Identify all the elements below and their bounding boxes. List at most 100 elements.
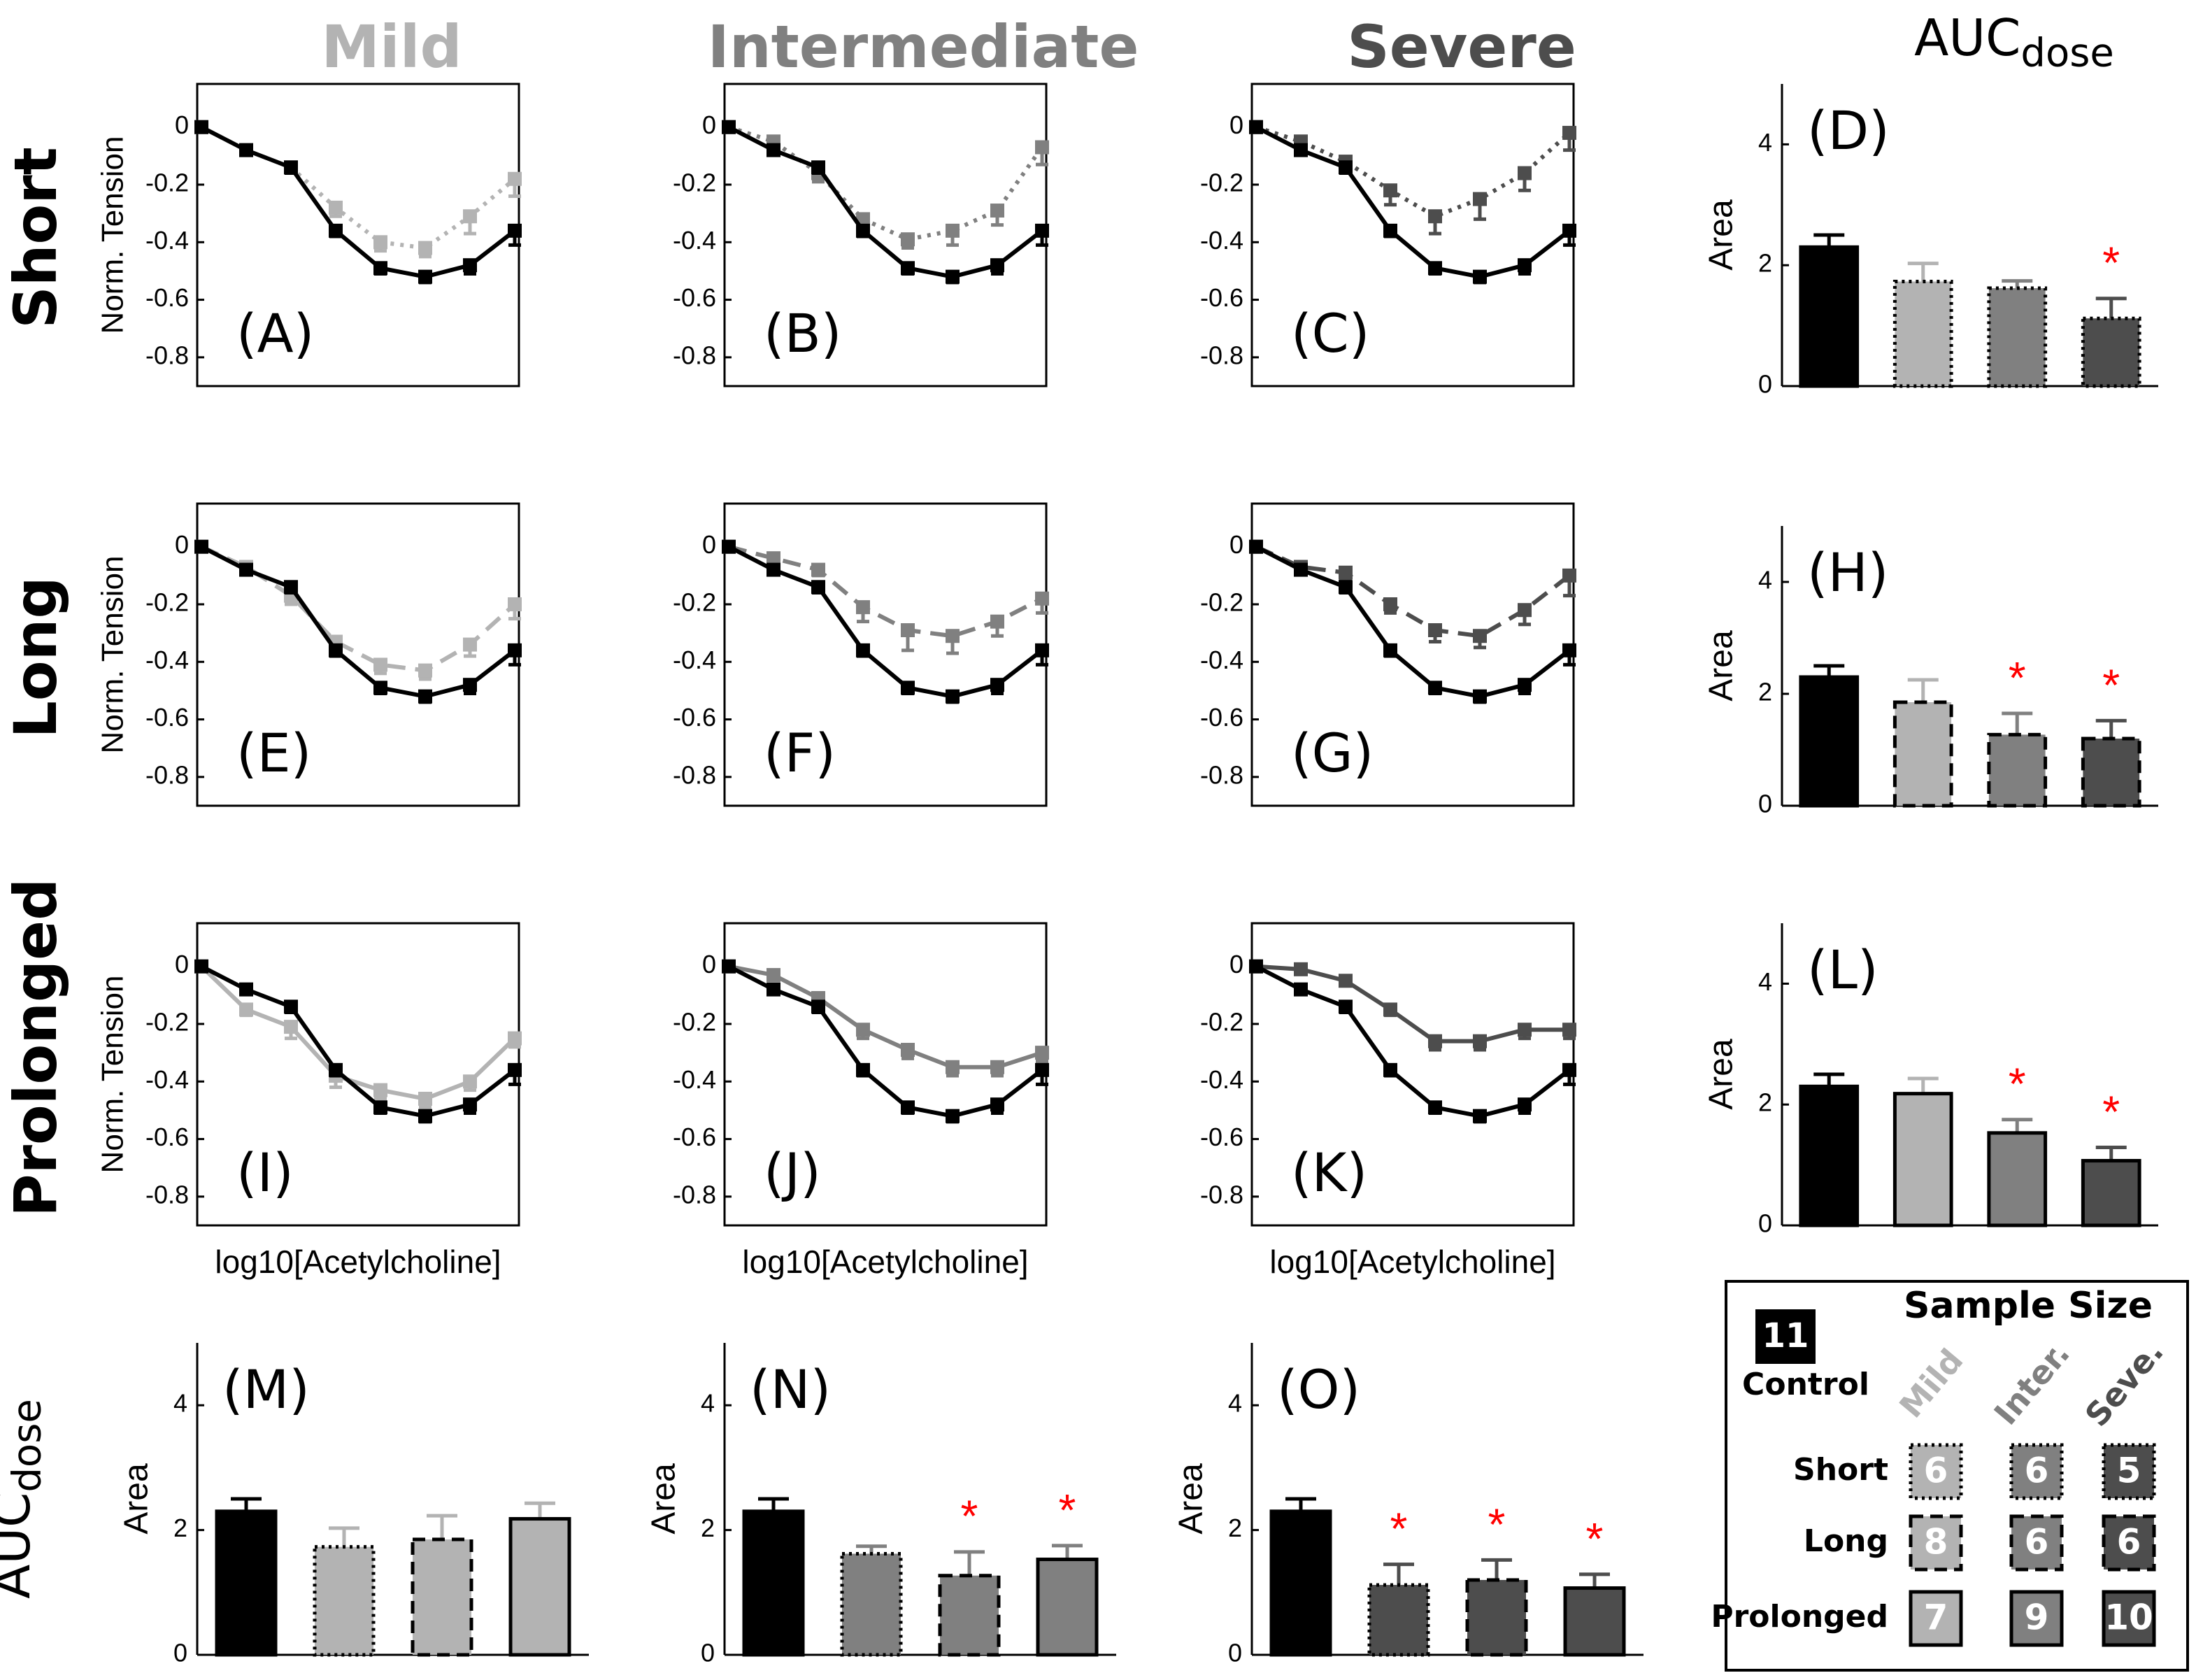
data-point — [239, 1002, 253, 1017]
data-point — [1428, 261, 1442, 276]
data-point — [901, 232, 915, 247]
control-label: Control — [1742, 1367, 1869, 1402]
data-point — [1383, 643, 1397, 657]
series-mild-prolonged — [194, 959, 522, 1109]
bar-fill — [1895, 702, 1952, 806]
panel-label: (I) — [236, 1141, 294, 1204]
data-point — [1035, 223, 1049, 238]
y-axis-label: Area — [646, 1463, 683, 1535]
y-axis-label: Norm. Tension — [96, 976, 130, 1174]
bar-intermediate: * — [1987, 1059, 2048, 1227]
bar-short — [840, 1544, 903, 1657]
y-tick-label: -0.6 — [673, 703, 716, 732]
y-tick-label: -0.4 — [673, 646, 716, 674]
series-control — [194, 959, 522, 1124]
control-sample-size: 11 — [1762, 1316, 1809, 1355]
x-axis-label: log10[Acetylcholine] — [1269, 1244, 1555, 1280]
y-tick-label: -0.4 — [1200, 1065, 1243, 1094]
y-tick-label: 4 — [1758, 967, 1772, 996]
bar-outline — [1892, 280, 1953, 388]
series-mild-short — [194, 120, 522, 259]
auc-column-title: AUCdose — [1874, 8, 2154, 76]
bar-prolonged — [508, 1501, 571, 1657]
data-point — [811, 999, 825, 1014]
data-point — [1035, 140, 1049, 155]
bar-outline — [1036, 1558, 1099, 1657]
bar-fill — [2083, 318, 2140, 386]
bar-mild — [1892, 678, 1953, 808]
bar-fill — [1467, 1579, 1526, 1655]
y-tick-label: -0.2 — [145, 1008, 189, 1037]
data-point — [373, 681, 387, 695]
data-point — [901, 623, 915, 638]
legend-swatch — [2104, 1445, 2154, 1498]
y-tick-label: -0.8 — [1200, 341, 1243, 369]
y-tick-label: -0.6 — [1200, 283, 1243, 312]
data-point — [418, 1109, 432, 1123]
bar-fill — [413, 1539, 471, 1655]
data-point — [373, 1083, 387, 1097]
data-point — [1383, 223, 1397, 238]
legend-sample-size: 5 — [2117, 1451, 2141, 1491]
bar-outline — [840, 1551, 903, 1657]
bar-outline — [1799, 245, 1860, 388]
y-axis-label: Area — [1703, 1039, 1740, 1110]
y-tick-label: 4 — [1758, 128, 1772, 157]
y-tick-label: 4 — [1228, 1389, 1242, 1418]
legend-swatch — [2011, 1445, 2062, 1498]
bar-outline — [508, 1517, 571, 1657]
bar-severe: * — [2081, 238, 2141, 388]
data-point — [1294, 982, 1308, 997]
bar-control — [1799, 233, 1860, 388]
data-point — [1428, 1034, 1442, 1048]
panel-n: 0 2 4 Area (N) * * — [646, 1343, 1116, 1667]
data-point — [1428, 623, 1442, 638]
bar-control — [1799, 664, 1860, 808]
data-point — [1562, 568, 1576, 583]
data-point — [1473, 689, 1487, 704]
data-point — [1294, 143, 1308, 157]
data-point — [990, 678, 1004, 692]
panel-label: (N) — [750, 1358, 831, 1421]
series-control — [1249, 120, 1576, 285]
panel-label: (B) — [764, 302, 841, 364]
y-tick-label: -0.8 — [145, 1180, 189, 1209]
bar-short: * — [1367, 1504, 1430, 1657]
series-line — [200, 964, 516, 1118]
data-point — [1249, 959, 1263, 974]
legend-swatch — [2011, 1516, 2062, 1569]
y-tick-label: -0.2 — [673, 169, 716, 197]
significance-asterisk: * — [1586, 1514, 1604, 1564]
data-point — [508, 1031, 522, 1046]
panel-m: 0 2 4 Area (M) — [118, 1343, 589, 1667]
series-control — [1249, 539, 1576, 704]
data-point — [1383, 1062, 1397, 1077]
series-line — [728, 964, 1043, 1069]
legend-sample-size: 10 — [2104, 1597, 2153, 1638]
data-point — [1428, 681, 1442, 695]
series-control — [194, 120, 522, 285]
y-tick-label: 0 — [701, 1639, 715, 1667]
x-axis-label: log10[Acetylcholine] — [215, 1244, 501, 1280]
panel-label: (M) — [222, 1358, 310, 1421]
y-tick-label: -0.8 — [1200, 760, 1243, 789]
data-point — [1473, 1034, 1487, 1048]
bar-long: * — [1465, 1499, 1528, 1657]
bar-outline — [1799, 1084, 1860, 1227]
data-point — [1035, 1062, 1049, 1077]
data-point — [856, 600, 870, 615]
data-point — [329, 223, 343, 238]
y-axis-label: Area — [1703, 630, 1740, 702]
legend-sample-size: 9 — [2025, 1597, 2049, 1638]
y-tick-label: -0.4 — [673, 1065, 716, 1094]
panel-k: 0 -0.2 -0.4 -0.6 -0.8 log10[Acetylcholine] (K) — [1200, 922, 1576, 1280]
bar-outline — [938, 1574, 1001, 1657]
y-tick-label: -0.8 — [673, 1180, 716, 1209]
bar-long: * — [938, 1491, 1001, 1657]
data-point — [811, 562, 825, 577]
y-tick-label: -0.2 — [1200, 588, 1243, 617]
data-point — [1339, 160, 1353, 175]
significance-asterisk: * — [1390, 1504, 1408, 1554]
bar-fill — [1895, 1093, 1952, 1225]
bar-outline — [2081, 1159, 2141, 1227]
